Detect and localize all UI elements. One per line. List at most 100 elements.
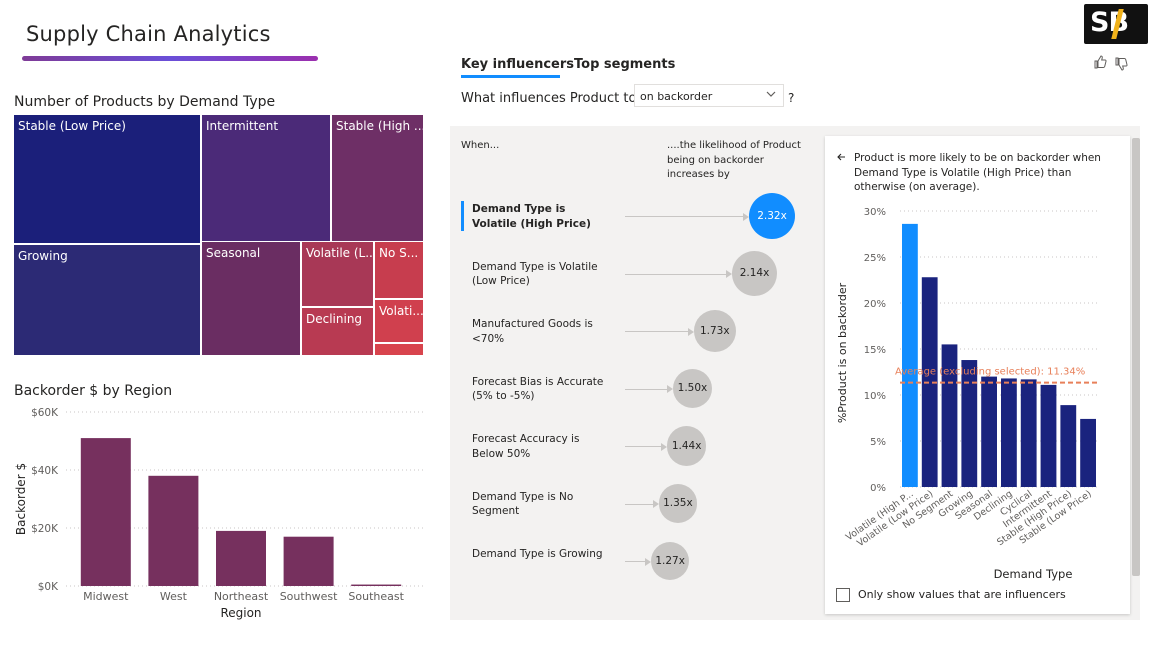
- influencer-label[interactable]: Manufactured Goods is <70%: [472, 318, 593, 345]
- influencer-arrow-line: [625, 216, 743, 217]
- y-tick-label: 15%: [864, 345, 886, 356]
- detail-bar[interactable]: [1080, 418, 1096, 487]
- question-prefix: What influences Product to be: [461, 91, 657, 106]
- influencer-bubble[interactable]: 1.27x: [651, 542, 690, 580]
- target-dropdown[interactable]: on backorder: [634, 84, 784, 107]
- influencer-label[interactable]: Forecast Accuracy is Below 50%: [472, 433, 580, 460]
- x-axis-title: Region: [220, 606, 261, 620]
- chevron-down-icon: [765, 88, 777, 103]
- x-tick-label: West: [160, 590, 188, 603]
- dropdown-value: on backorder: [640, 90, 713, 103]
- influencer-arrow-line: [625, 331, 688, 332]
- treemap-cell[interactable]: No S...: [374, 241, 424, 299]
- tab-key-influencers[interactable]: Key influencers: [461, 57, 575, 72]
- thumbs-up-icon[interactable]: [1093, 55, 1107, 72]
- thumbs-down-icon[interactable]: [1114, 57, 1128, 74]
- bar[interactable]: [351, 584, 402, 586]
- detail-bar[interactable]: [1020, 379, 1037, 487]
- treemap-cell[interactable]: Seasonal: [201, 241, 301, 356]
- influencer-label[interactable]: Demand Type is No Segment: [472, 490, 574, 518]
- arrow-right-icon: [666, 385, 673, 393]
- influencer-bubble[interactable]: 2.14x: [732, 251, 777, 296]
- y-tick-label: 20%: [864, 299, 886, 310]
- detail-bar[interactable]: [981, 376, 997, 487]
- bar[interactable]: [283, 536, 334, 586]
- detail-bar[interactable]: [1060, 405, 1077, 487]
- influencer-bubble[interactable]: 1.50x: [672, 368, 713, 409]
- influencer-bubble[interactable]: 1.35x: [658, 484, 698, 523]
- help-question-mark[interactable]: ?: [788, 91, 795, 105]
- detail-bar[interactable]: [961, 360, 978, 487]
- x-tick-label: Midwest: [83, 590, 129, 603]
- detail-bar[interactable]: [902, 223, 918, 487]
- bar[interactable]: [148, 475, 199, 586]
- tab-top-segments[interactable]: Top segments: [574, 57, 676, 72]
- selected-indicator: [461, 201, 464, 231]
- influencer-label[interactable]: Demand Type is Volatile (Low Price): [472, 260, 598, 288]
- arrow-right-icon: [742, 212, 749, 221]
- detail-bar[interactable]: [941, 344, 958, 487]
- average-label: Average (excluding selected): 11.34%: [895, 367, 1085, 378]
- tab-active-underline: [461, 75, 560, 78]
- x-tick-label: Southwest: [280, 590, 338, 603]
- column-likelihood: ....the likelihood of Product being on b…: [667, 140, 801, 180]
- y-tick-label: $20K: [31, 523, 59, 535]
- treemap-cell[interactable]: Declining: [301, 307, 374, 356]
- column-when: When...: [461, 140, 500, 151]
- influencer-bubble[interactable]: 2.32x: [748, 192, 796, 240]
- influencer-label[interactable]: Demand Type is Growing: [472, 548, 603, 560]
- influencer-arrow-line: [625, 446, 661, 447]
- title-underline: [22, 56, 318, 61]
- treemap-cell[interactable]: Volati...: [374, 299, 424, 343]
- treemap-title: Number of Products by Demand Type: [14, 94, 276, 110]
- influencer-arrow-line: [625, 388, 667, 390]
- influencer-arrow-line: [625, 503, 653, 505]
- y-tick-label: 25%: [864, 253, 886, 264]
- influencer-arrow-line: [625, 561, 646, 562]
- logo: SB: [1084, 4, 1148, 44]
- influencer-bubble[interactable]: 1.44x: [666, 426, 707, 466]
- y-axis-title: Backorder $: [14, 463, 28, 535]
- only-influencers-checkbox[interactable]: [836, 588, 850, 602]
- detail-bar-chart: 0%5%10%15%20%25%30%Volatile (High P...Vo…: [836, 207, 1098, 581]
- only-influencers-label: Only show values that are influencers: [858, 588, 1066, 601]
- arrow-right-icon: [660, 442, 667, 451]
- x-tick-label: Southeast: [348, 590, 404, 603]
- influencer-detail-card: [825, 136, 1130, 614]
- y-tick-label: $40K: [31, 465, 59, 477]
- treemap-cell[interactable]: [374, 343, 424, 356]
- influencer-label[interactable]: Forecast Bias is Accurate (5% to -5%): [472, 375, 604, 403]
- y-tick-label: $60K: [31, 407, 59, 419]
- y-tick-label: 5%: [870, 437, 886, 448]
- treemap-cell[interactable]: Intermittent: [201, 114, 331, 244]
- bar-chart-title: Backorder $ by Region: [14, 383, 173, 399]
- arrow-left-icon[interactable]: [836, 151, 846, 166]
- x-axis-title: Demand Type: [994, 567, 1073, 581]
- treemap-cell[interactable]: Growing: [13, 244, 201, 356]
- y-tick-label: 30%: [864, 207, 886, 218]
- treemap-cell[interactable]: Volatile (L...: [301, 241, 374, 307]
- treemap-cell[interactable]: Stable (Low Price): [13, 114, 201, 244]
- arrow-right-icon: [652, 500, 659, 508]
- arrow-right-icon: [645, 557, 652, 566]
- influencer-label[interactable]: Demand Type is Volatile (High Price): [472, 203, 591, 230]
- influencer-arrow-line: [625, 273, 727, 275]
- y-tick-label: 10%: [864, 391, 886, 402]
- arrow-right-icon: [687, 327, 694, 336]
- y-tick-label: $0K: [38, 581, 59, 593]
- detail-description: Product is more likely to be on backorde…: [854, 152, 1101, 193]
- y-axis-title: %Product is on backorder: [836, 282, 849, 423]
- detail-bar[interactable]: [1040, 384, 1057, 487]
- detail-bar[interactable]: [1001, 378, 1017, 487]
- treemap: Stable (Low Price) Intermittent Stable (…: [13, 114, 424, 356]
- arrow-right-icon: [726, 270, 733, 278]
- bar[interactable]: [216, 530, 266, 586]
- treemap-cell[interactable]: Stable (High ...: [331, 114, 424, 244]
- scrollbar[interactable]: [1132, 138, 1140, 576]
- x-tick-label: Northeast: [214, 590, 269, 603]
- influencer-bubble[interactable]: 1.73x: [693, 310, 736, 352]
- backorder-bar-chart: $0K $20K $40K $60K Midwest West Northeast South…: [14, 407, 424, 620]
- page-title: Supply Chain Analytics: [26, 22, 271, 46]
- detail-bar[interactable]: [921, 277, 938, 487]
- bar[interactable]: [80, 438, 131, 586]
